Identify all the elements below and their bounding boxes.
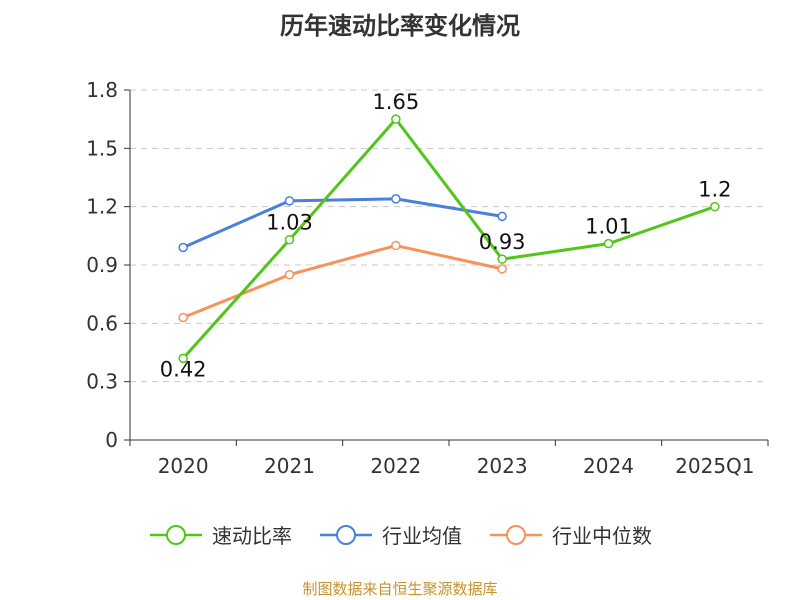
legend-swatch-industry-mean-icon	[320, 524, 372, 545]
data-label: 1.2	[698, 178, 731, 202]
series-line-industry-mean	[182, 197, 503, 249]
legend: 速动比率 行业均值 行业中位数	[0, 520, 800, 549]
x-tick-label: 2020	[158, 454, 209, 478]
legend-item-industry-mean[interactable]: 行业均值	[318, 520, 462, 549]
legend-item-industry-median[interactable]: 行业中位数	[488, 520, 652, 549]
legend-swatch-quick-ratio-icon	[150, 524, 202, 545]
data-point-industry-median	[178, 312, 188, 323]
data-point-quick-ratio	[710, 201, 720, 212]
data-point-quick-ratio	[284, 234, 295, 245]
data-point-industry-median	[284, 269, 295, 280]
y-tick-label: 1.2	[86, 195, 118, 219]
data-source-note: 制图数据来自恒生聚源数据库	[302, 580, 498, 598]
y-tick-label: 0	[105, 428, 118, 452]
legend-label-industry-median: 行业中位数	[552, 524, 652, 548]
data-point-quick-ratio	[497, 254, 507, 264]
data-point-industry-median	[497, 264, 507, 274]
series-line-quick-ratio	[182, 117, 716, 360]
data-label: 1.01	[585, 215, 632, 239]
data-point-industry-mean	[497, 211, 507, 222]
data-point-quick-ratio	[603, 238, 614, 249]
y-tick-label: 1.8	[86, 78, 118, 102]
legend-item-quick-ratio[interactable]: 速动比率	[148, 520, 292, 549]
data-point-quick-ratio	[391, 114, 401, 124]
series-line-industry-median	[182, 244, 503, 319]
legend-label-industry-mean: 行业均值	[382, 524, 462, 548]
x-tick-label: 2025Q1	[675, 454, 754, 478]
legend-swatch-industry-median-icon	[490, 524, 542, 545]
chart-title: 历年速动比率变化情况	[280, 12, 520, 40]
y-tick-label: 1.5	[86, 136, 118, 160]
data-label: 0.93	[479, 230, 526, 254]
data-point-industry-mean	[284, 196, 295, 206]
data-label: 1.65	[372, 90, 419, 114]
data-point-industry-mean	[178, 242, 188, 253]
data-point-quick-ratio	[178, 353, 188, 364]
data-point-industry-mean	[391, 194, 401, 204]
data-label: 1.03	[266, 211, 313, 235]
data-label: 0.42	[160, 357, 207, 381]
x-tick-label: 2021	[264, 454, 315, 478]
y-tick-label: 0.6	[86, 311, 118, 335]
x-tick-label: 2023	[477, 454, 528, 478]
data-point-industry-median	[391, 240, 401, 251]
y-tick-label: 0.9	[86, 253, 118, 277]
legend-label-quick-ratio: 速动比率	[212, 524, 292, 548]
x-tick-label: 2022	[370, 454, 421, 478]
x-tick-label: 2024	[583, 454, 634, 478]
y-tick-label: 0.3	[86, 370, 118, 394]
